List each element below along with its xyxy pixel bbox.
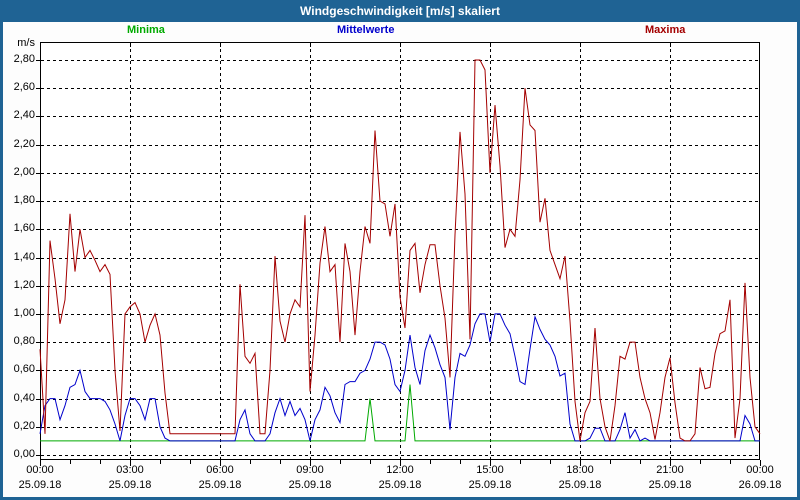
y-tick-label: 1,80	[13, 194, 35, 207]
x-tick-time-label: 00:00	[26, 464, 54, 476]
y-tick-label: 0,80	[13, 335, 35, 348]
legend-item-minima: Minima	[127, 24, 165, 36]
y-tick-label: 1,60	[13, 222, 35, 235]
x-tick-time-label: 03:00	[116, 464, 144, 476]
x-tick-time-label: 06:00	[206, 464, 234, 476]
y-tick-label: 2,80	[13, 53, 35, 65]
x-tick-date-label: 25.09.18	[288, 479, 332, 491]
y-tick-label: 0,40	[13, 391, 35, 404]
x-tick-date-label: 25.09.18	[108, 479, 152, 491]
x-tick-date-label: 25.09.18	[468, 479, 512, 491]
chart-plot-area	[36, 42, 764, 467]
chart-panel: Minima Mittelwerte Maxima m/s 2,80 2,60 2,…	[3, 22, 797, 497]
y-tick-label: 0,20	[13, 419, 35, 432]
x-tick-time-label: 00:00	[746, 464, 774, 476]
x-tick-time-label: 15:00	[476, 464, 504, 476]
x-tick-date-label: 25.09.18	[558, 479, 602, 491]
y-tick-label: 1,00	[13, 306, 35, 319]
y-tick-label: 0,00	[13, 448, 35, 460]
x-tick-time-label: 18:00	[566, 464, 594, 476]
y-tick-label: 0,60	[13, 363, 35, 376]
x-tick-time-label: 09:00	[296, 464, 324, 476]
y-tick-label: 2,20	[13, 137, 35, 150]
title-bar[interactable]: Windgeschwindigkeit [m/s] skaliert	[0, 0, 800, 22]
x-tick-time-label: 21:00	[656, 464, 684, 476]
y-axis-unit-label: m/s	[17, 37, 35, 49]
x-tick-date-label: 25.09.18	[378, 479, 422, 491]
legend-item-maxima: Maxima	[645, 24, 686, 36]
x-tick-date-label: 25.09.18	[198, 479, 242, 491]
x-tick-time-label: 12:00	[386, 464, 414, 476]
x-tick-date-label: 26.09.18	[738, 479, 782, 491]
y-tick-label: 2,40	[13, 109, 35, 122]
window-title: Windgeschwindigkeit [m/s] skaliert	[300, 4, 500, 18]
x-tick-date-label: 25.09.18	[18, 479, 62, 491]
y-tick-label: 2,60	[13, 81, 35, 94]
y-tick-label: 1,20	[13, 278, 35, 291]
y-tick-label: 1,40	[13, 250, 35, 263]
plot-svg	[36, 42, 761, 466]
legend-item-mittelwerte: Mittelwerte	[337, 24, 395, 36]
x-tick-date-label: 25.09.18	[648, 479, 692, 491]
y-tick-label: 2,00	[13, 165, 35, 178]
